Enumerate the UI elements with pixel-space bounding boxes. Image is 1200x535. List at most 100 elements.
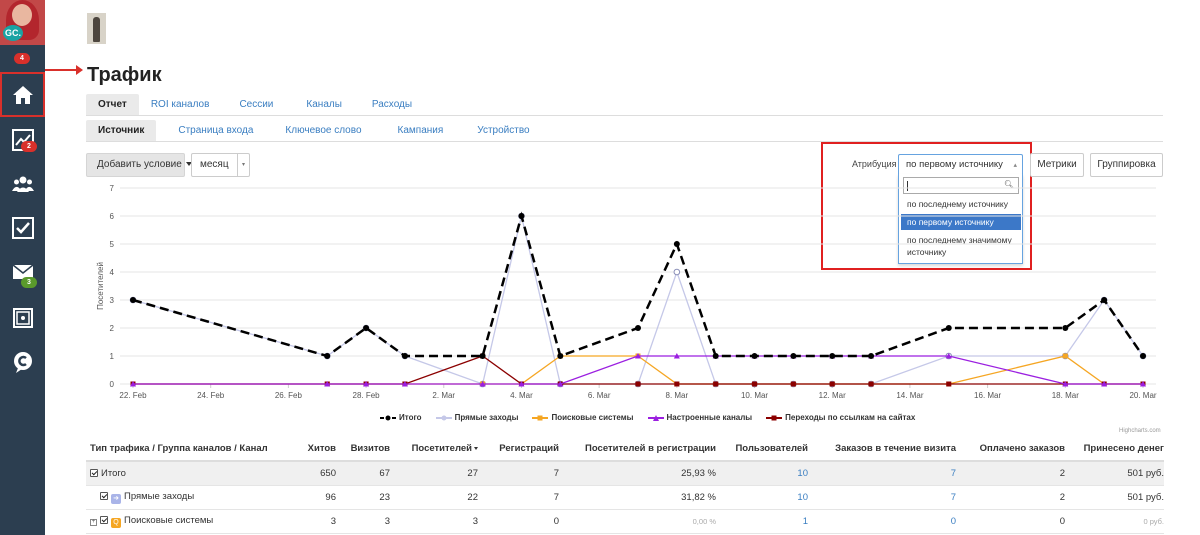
expand-icon[interactable]: + xyxy=(90,518,97,526)
col-header-revenue[interactable]: Принесено денег xyxy=(1065,437,1164,462)
avatar-face xyxy=(12,4,32,26)
legend-item-search[interactable]: Поисковые системы xyxy=(532,413,634,422)
tab-landing-page[interactable]: Страница входа xyxy=(178,125,254,136)
attribution-option-last-significant[interactable]: по последнему значимому источнику xyxy=(907,235,1012,257)
tasks-icon[interactable] xyxy=(0,206,45,250)
data-point-total xyxy=(518,213,525,219)
avatar[interactable]: GC. xyxy=(0,0,45,45)
y-tick-label: 3 xyxy=(110,296,115,305)
table-cell: 7 xyxy=(478,485,559,510)
table-cell-link[interactable]: 7 xyxy=(808,485,956,510)
data-point-total xyxy=(1140,353,1146,359)
users-icon[interactable] xyxy=(0,162,45,206)
add-condition-button[interactable]: Добавить условие xyxy=(86,153,192,177)
table-cell: 501 руб. xyxy=(1065,485,1164,510)
search-engine-icon: Q xyxy=(111,517,121,528)
period-value: месяц xyxy=(200,159,229,170)
table-cell-link[interactable]: 1 xyxy=(716,509,808,534)
x-tick-label: 12. Mar xyxy=(819,391,846,400)
col-header-conversion[interactable]: Посетителей в регистрации xyxy=(559,437,716,462)
data-point-custom xyxy=(518,381,525,387)
table-cell-label: ➜ Прямые заходы xyxy=(86,485,276,510)
attribution-search-input[interactable]: 🔍︎ xyxy=(903,177,1019,194)
chat-icon[interactable] xyxy=(0,340,45,384)
direct-traffic-icon: ➜ xyxy=(111,493,121,504)
y-tick-label: 5 xyxy=(110,240,115,249)
table-cell-link[interactable]: 10 xyxy=(716,461,808,486)
analytics-icon[interactable] xyxy=(0,118,45,162)
col-header-registrations[interactable]: Регистраций xyxy=(478,437,559,462)
col-header-visits[interactable]: Визитов xyxy=(336,437,390,462)
sort-desc-icon xyxy=(474,446,478,450)
x-tick-label: 16. Mar xyxy=(974,391,1001,400)
col-header-paid[interactable]: Оплачено заказов xyxy=(956,437,1065,462)
table-row-direct: ➜ Прямые заходы 96 23 22 7 31,82 % 10 7 2… xyxy=(86,485,1164,510)
tab-campaign[interactable]: Кампания xyxy=(397,125,444,136)
table-cell-link[interactable]: 7 xyxy=(808,461,956,486)
data-point-custom xyxy=(557,381,564,387)
tab-device[interactable]: Устройство xyxy=(477,125,530,136)
x-tick-label: 24. Feb xyxy=(197,391,225,400)
row-checkbox[interactable] xyxy=(100,491,108,500)
mail-icon[interactable] xyxy=(0,250,45,294)
mail-badge: 3 xyxy=(21,277,37,288)
data-point-referral xyxy=(674,381,680,387)
data-point-total xyxy=(324,353,331,359)
data-point-referral xyxy=(752,381,758,387)
chevron-down-icon: ▾ xyxy=(237,154,249,176)
table-cell: 0 xyxy=(478,509,559,534)
table-cell: 2 xyxy=(956,485,1065,510)
home-icon[interactable] xyxy=(0,72,45,117)
attribution-option-first[interactable]: по первому источнику xyxy=(901,214,1021,230)
data-point-total xyxy=(868,353,875,359)
col-header-orders[interactable]: Заказов в течение визита xyxy=(808,437,956,462)
tab-roi[interactable]: ROI каналов xyxy=(150,99,210,110)
tab-report[interactable]: Отчет xyxy=(86,94,139,115)
data-point-total xyxy=(363,325,370,331)
x-tick-label: 20. Mar xyxy=(1129,391,1156,400)
attribution-option-last[interactable]: по последнему источнику xyxy=(907,199,1008,209)
tab-keyword[interactable]: Ключевое слово xyxy=(285,125,362,136)
secondary-tabs-divider xyxy=(86,141,1163,142)
legend-label-search: Поисковые системы xyxy=(551,413,634,422)
col-header-users[interactable]: Пользователей xyxy=(716,437,808,462)
col-header-hits[interactable]: Хитов xyxy=(276,437,336,462)
table-cell-label: + Q Поисковые системы xyxy=(86,509,276,534)
table-cell: 27 xyxy=(390,461,478,486)
x-tick-label: 8. Mar xyxy=(666,391,689,400)
series-line-3 xyxy=(133,355,1143,385)
table-cell-link[interactable]: 0 xyxy=(808,509,956,534)
table-cell: 501 руб. xyxy=(1065,461,1164,486)
legend-item-referral[interactable]: Переходы по ссылкам на сайтах xyxy=(766,413,915,422)
data-point-custom xyxy=(1140,381,1146,387)
data-point-total xyxy=(829,353,836,359)
row-label: Прямые заходы xyxy=(124,490,195,502)
tab-channels[interactable]: Каналы xyxy=(306,99,342,110)
data-point-total xyxy=(751,353,758,359)
col-header-visitors[interactable]: Посетителей xyxy=(390,437,478,462)
x-tick-label: 6. Mar xyxy=(588,391,611,400)
data-point-custom xyxy=(479,381,486,387)
table-row-total: Итого 650 67 27 7 25,93 % 10 7 2 501 руб… xyxy=(86,461,1164,486)
metrics-button[interactable]: Метрики xyxy=(1030,153,1084,177)
chart-credits[interactable]: Highcharts.com xyxy=(1119,428,1161,434)
grouping-button[interactable]: Группировка xyxy=(1090,153,1163,177)
table-cell: 0 руб. xyxy=(1065,509,1164,534)
table-cell-link[interactable]: 10 xyxy=(716,485,808,510)
row-checkbox[interactable] xyxy=(90,468,98,477)
y-axis-label: Посетителей xyxy=(96,262,105,310)
tab-source[interactable]: Источник xyxy=(86,120,157,141)
col-header-traffic-type[interactable]: Тип трафика / Группа каналов / Канал xyxy=(86,437,276,462)
data-point-total xyxy=(130,297,136,303)
data-point-referral xyxy=(635,381,641,387)
period-select[interactable]: месяц ▾ xyxy=(191,153,250,177)
tab-sessions[interactable]: Сессии xyxy=(239,99,274,110)
safe-icon[interactable] xyxy=(0,296,45,340)
row-checkbox[interactable] xyxy=(100,515,108,524)
legend-item-custom[interactable]: Настроенные каналы xyxy=(647,413,752,422)
tab-expenses[interactable]: Расходы xyxy=(371,99,413,110)
legend-item-total[interactable]: Итого xyxy=(380,413,422,422)
project-thumbnail[interactable] xyxy=(87,13,106,44)
primary-tabs: Отчет ROI каналов Сессии Каналы Расходы xyxy=(86,94,427,115)
legend-item-direct[interactable]: Прямые заходы xyxy=(435,413,518,422)
